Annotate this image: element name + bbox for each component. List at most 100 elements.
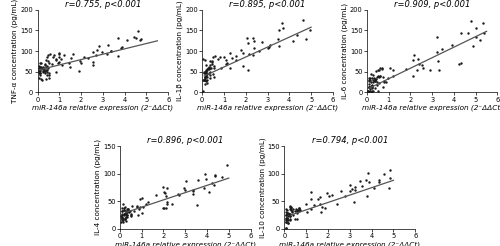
Point: [284, 221, 292, 225]
Point: [389, 68, 397, 72]
Point: [374, 83, 382, 87]
Point: [54, 61, 62, 65]
Point: [370, 78, 378, 82]
Point: [134, 213, 142, 217]
Point: [282, 226, 290, 230]
Point: [202, 177, 210, 181]
Point: [284, 211, 292, 215]
Point: [94, 48, 102, 52]
Point: [284, 214, 292, 218]
Point: [209, 72, 217, 76]
Y-axis label: IL-6 concentration (pg/mL): IL-6 concentration (pg/mL): [342, 3, 348, 99]
Point: [194, 203, 202, 207]
Point: [375, 75, 383, 79]
Point: [380, 172, 388, 176]
Point: [380, 79, 388, 83]
Point: [282, 216, 290, 220]
Point: [326, 194, 334, 198]
Point: [118, 209, 126, 213]
Point: [368, 86, 376, 90]
Point: [123, 215, 131, 219]
Point: [52, 57, 60, 61]
Point: [40, 63, 48, 67]
Point: [89, 50, 97, 54]
Point: [204, 71, 212, 75]
Point: [372, 78, 380, 82]
Title: r=0.755, p<0.001: r=0.755, p<0.001: [64, 0, 141, 9]
Point: [306, 28, 314, 31]
Point: [366, 85, 374, 89]
Point: [48, 62, 56, 65]
Point: [44, 59, 52, 63]
Point: [295, 206, 303, 210]
Point: [69, 52, 77, 56]
Point: [288, 210, 296, 214]
Point: [238, 64, 246, 68]
X-axis label: miR-146a relative expression (2⁻ΔΔCt): miR-146a relative expression (2⁻ΔΔCt): [32, 105, 174, 111]
Point: [201, 70, 209, 74]
Point: [388, 74, 396, 77]
Point: [283, 218, 291, 222]
Point: [368, 84, 376, 88]
Point: [285, 212, 293, 216]
Point: [435, 68, 443, 72]
Point: [127, 214, 135, 218]
Point: [208, 60, 216, 64]
Point: [160, 190, 168, 194]
Point: [210, 64, 218, 68]
Point: [294, 208, 302, 212]
Point: [206, 76, 214, 80]
Point: [210, 183, 218, 187]
Point: [376, 74, 384, 77]
Point: [202, 74, 210, 78]
Point: [464, 31, 472, 35]
Point: [426, 68, 434, 72]
Point: [244, 52, 252, 56]
Point: [282, 210, 290, 214]
Point: [366, 90, 374, 93]
Point: [202, 69, 210, 73]
Point: [222, 58, 230, 62]
Point: [367, 72, 375, 76]
Point: [332, 202, 340, 206]
Point: [204, 65, 212, 69]
Point: [39, 65, 47, 69]
Point: [203, 67, 211, 71]
Point: [288, 206, 296, 210]
Point: [316, 202, 324, 206]
Point: [282, 213, 290, 217]
Point: [37, 62, 45, 65]
Point: [292, 207, 300, 211]
Point: [38, 78, 46, 82]
Point: [118, 220, 126, 224]
Point: [160, 191, 168, 195]
Point: [134, 207, 142, 211]
Point: [118, 45, 126, 49]
Point: [409, 74, 417, 78]
Point: [163, 186, 171, 190]
Point: [209, 55, 217, 59]
Point: [282, 217, 290, 221]
Point: [295, 209, 303, 213]
Point: [36, 71, 44, 75]
Point: [40, 69, 48, 73]
Point: [36, 65, 44, 69]
Point: [220, 55, 228, 59]
Point: [120, 217, 128, 221]
Point: [107, 49, 115, 53]
Point: [286, 212, 294, 216]
Point: [374, 68, 382, 72]
Point: [366, 90, 374, 93]
Point: [303, 210, 311, 214]
Point: [288, 207, 296, 211]
Point: [282, 207, 290, 211]
Point: [314, 197, 322, 201]
Point: [365, 78, 373, 82]
Point: [210, 75, 218, 78]
Point: [455, 62, 463, 65]
Point: [126, 209, 134, 213]
Point: [123, 207, 131, 211]
Point: [158, 185, 166, 189]
Point: [200, 82, 208, 86]
Point: [200, 75, 208, 79]
